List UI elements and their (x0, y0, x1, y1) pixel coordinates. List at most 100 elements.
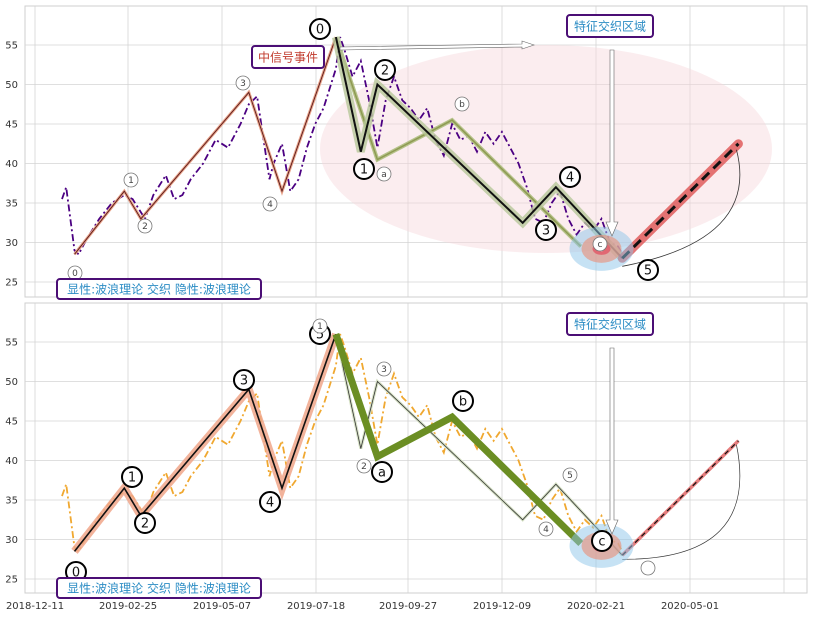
minor-left-label-3-circle (235, 75, 251, 91)
minor-right-label-1: 2 (361, 462, 367, 472)
legend-label-box (56, 278, 262, 300)
y-tick-label: 50 (5, 377, 18, 388)
main-wave-label-3: 3 (240, 374, 248, 389)
minor-right-label-2-circle (376, 361, 392, 377)
y-tick-label: 55 (5, 338, 18, 349)
x-tick-label: 2019-05-07 (193, 601, 251, 612)
legend-label-box (56, 577, 262, 599)
corrective-label-2-circle (591, 530, 613, 552)
main-wave-label-1-circle (353, 158, 375, 180)
minor-left-label-3: 3 (240, 79, 246, 89)
main-wave-label-4: 4 (266, 496, 274, 511)
main-wave-label-4-circle (259, 491, 281, 513)
feature-label-box (566, 14, 654, 38)
minor-right-label-2: 3 (381, 365, 387, 375)
corrective-label-1: b (459, 395, 467, 410)
minor-left-label-4-circle (262, 196, 278, 212)
y-tick-label: 50 (5, 80, 18, 91)
minor-right-label-1-circle (356, 458, 372, 474)
plot-area (24, 302, 808, 594)
minor-right-label-4: 5 (567, 471, 573, 481)
y-tick-label: 30 (5, 535, 18, 546)
minor-abc-label-2-circle (592, 236, 608, 252)
main-wave-label-1-circle (121, 466, 143, 488)
feature-region (320, 45, 772, 253)
minor-left-label-2-circle (137, 218, 153, 234)
minor-abc-label-0: a (381, 170, 387, 180)
minor-right-label-5-circle (640, 560, 656, 576)
main-wave-label-2-circle (134, 512, 156, 534)
y-tick-label: 45 (5, 120, 18, 131)
minor-abc-label-1: b (459, 100, 465, 110)
minor-right-label-0-circle (312, 318, 328, 334)
minor-abc-label-2: c (598, 240, 603, 250)
minor-left-label-4: 4 (267, 200, 273, 210)
legend-label: 显性:波浪理论 交织 隐性:波浪理论 (67, 282, 251, 297)
minor-wave-abc-line (335, 36, 582, 247)
main-wave-label-2: 2 (141, 517, 149, 532)
feature-label: 特征交织区域 (574, 317, 646, 332)
y-tick-label: 40 (5, 159, 18, 170)
main-wave-label-5-circle (637, 259, 659, 281)
y-tick-label: 35 (5, 199, 18, 210)
feature-arrow (605, 49, 619, 237)
bottom-panel: 25303540455055012345abc12345特征交织区域显性:波浪理… (5, 302, 808, 612)
feature-arrow (605, 347, 619, 535)
minor-abc-label-1-circle (454, 96, 470, 112)
corrective-label-0: a (378, 466, 386, 481)
main-wave-label-0: 0 (72, 566, 80, 581)
y-tick-label: 45 (5, 417, 18, 428)
x-tick-label: 2018-12-11 (6, 601, 64, 612)
feature-label-box (566, 312, 654, 336)
x-tick-label: 2019-07-18 (287, 601, 345, 612)
minor-abc-label-0-circle (376, 166, 392, 182)
projection-arc (622, 149, 741, 267)
main-wave-label-5: 5 (316, 328, 324, 343)
main-wave-label-1: 1 (128, 471, 136, 486)
event-label-box (251, 45, 325, 69)
feature-label: 特征交织区域 (574, 19, 646, 34)
x-tick-label: 2019-12-09 (473, 601, 531, 612)
x-tick-label: 2019-09-27 (379, 601, 437, 612)
corrective-label-1-circle (452, 390, 474, 412)
y-tick-label: 40 (5, 456, 18, 467)
x-tick-label: 2020-02-21 (567, 601, 625, 612)
projection-line (621, 440, 739, 556)
main-wave-label-4: 4 (566, 171, 574, 186)
y-tick-label: 35 (5, 496, 18, 507)
top-panel: 2530354045505501234501234abc中信号事件特征交织区域显… (5, 5, 808, 300)
main-wave-label-3-circle (233, 369, 255, 391)
minor-right-label-3: 4 (543, 525, 549, 535)
y-tick-label: 55 (5, 41, 18, 52)
minor-left-label-2: 2 (142, 222, 148, 232)
corrective-wave-line (332, 332, 584, 546)
event-label: 中信号事件 (258, 50, 318, 65)
projection-line (621, 142, 740, 260)
legend-label: 显性:波浪理论 交织 隐性:波浪理论 (67, 581, 251, 596)
projection-arc (622, 444, 741, 560)
main-wave-label-4-circle (559, 166, 581, 188)
main-wave-label-5: 5 (644, 264, 652, 279)
corrective-label-0-circle (371, 461, 393, 483)
main-wave-label-2: 2 (381, 64, 389, 79)
minor-wave-right-line (335, 334, 623, 556)
main-wave-label-3-circle (535, 219, 557, 241)
corrective-label-2: c (598, 535, 605, 550)
main-wave-label-3: 3 (542, 224, 550, 239)
minor-left-label-1: 1 (128, 176, 134, 186)
y-tick-label: 30 (5, 238, 18, 249)
x-tick-label: 2020-05-01 (661, 601, 719, 612)
main-wave-line (334, 36, 624, 259)
main-wave-label-0-circle (309, 18, 331, 40)
main-wave-label-1: 1 (360, 163, 368, 178)
main-wave-label-2-circle (374, 59, 396, 81)
main-wave-line (73, 333, 337, 552)
main-wave-label-0: 0 (316, 23, 324, 38)
minor-left-label-1-circle (123, 172, 139, 188)
plot-area (24, 5, 808, 298)
minor-left-label-0: 0 (72, 269, 78, 279)
minor-right-label-0: 1 (317, 322, 323, 332)
y-tick-label: 25 (5, 575, 18, 586)
minor-right-label-4-circle (562, 467, 578, 483)
